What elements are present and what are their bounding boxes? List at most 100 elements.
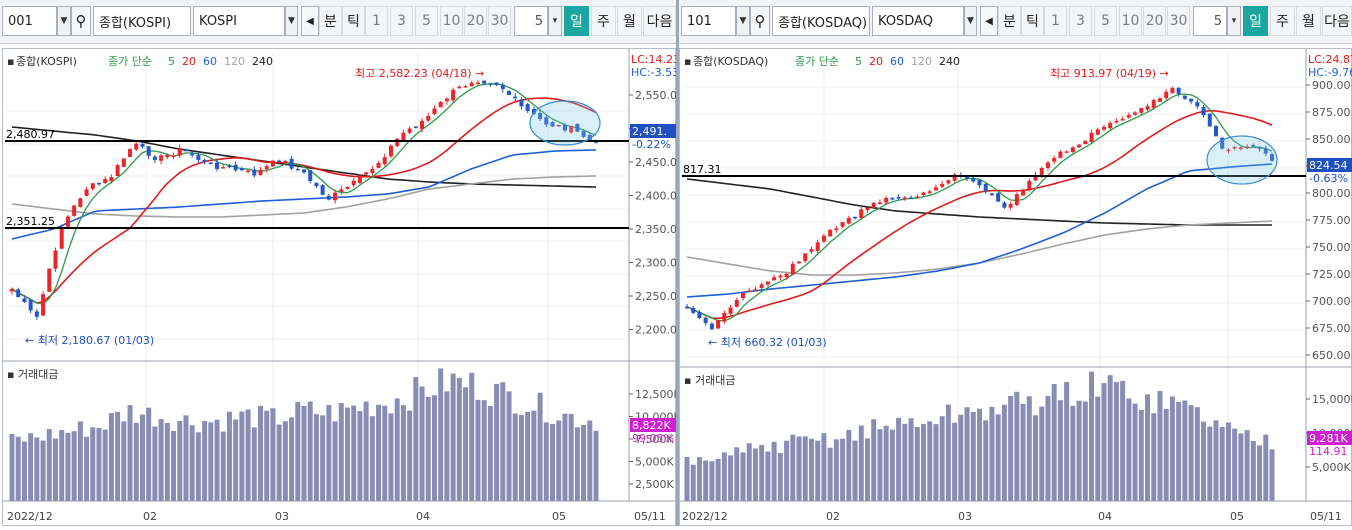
- candle-body: [370, 168, 375, 173]
- cycle-dropdown-icon[interactable]: ▾: [548, 6, 562, 36]
- y-tick-label: 725.00: [1312, 268, 1351, 281]
- mode-week-button[interactable]: 주: [1270, 6, 1295, 36]
- period-20-button[interactable]: 20: [1143, 6, 1166, 36]
- period-10-button[interactable]: 10: [440, 6, 463, 36]
- volume-bar: [195, 432, 201, 501]
- search-icon[interactable]: ⚲: [750, 6, 770, 36]
- period-5-button[interactable]: 5: [1094, 6, 1117, 36]
- candle-body: [1164, 91, 1169, 99]
- code-dropdown-icon[interactable]: ▼: [736, 6, 750, 36]
- volume-bar: [858, 425, 864, 501]
- candle-body: [252, 169, 257, 176]
- candle-body: [134, 143, 139, 150]
- candle-body: [685, 306, 689, 309]
- mode-day-button[interactable]: 일: [564, 6, 589, 36]
- volume-bar: [871, 419, 877, 501]
- code-input[interactable]: 001: [2, 6, 57, 36]
- period-tick-button[interactable]: 틱: [1021, 6, 1044, 36]
- volume-bar: [790, 434, 796, 501]
- volume-bar: [920, 424, 926, 501]
- period-minute-button[interactable]: 분: [998, 6, 1021, 36]
- x-tick-label: 05/11: [1310, 510, 1342, 523]
- next-button[interactable]: 다음: [643, 6, 676, 36]
- volume-bar: [270, 408, 276, 501]
- volume-bar: [158, 419, 164, 501]
- index-select[interactable]: KOSPI: [193, 6, 285, 36]
- code-input[interactable]: 101: [681, 6, 736, 36]
- pane-divider[interactable]: [676, 0, 679, 526]
- period-3-button[interactable]: 3: [1069, 6, 1092, 36]
- prev-arrow-icon[interactable]: ◀: [980, 6, 998, 36]
- volume-bar: [307, 401, 313, 501]
- volume-bar: [127, 405, 133, 501]
- period-minute-button[interactable]: 분: [319, 6, 342, 36]
- index-select[interactable]: KOSDAQ: [872, 6, 964, 36]
- candle-body: [562, 124, 567, 131]
- period-1-button[interactable]: 1: [365, 6, 388, 36]
- candle-body: [10, 288, 14, 292]
- kospi-price-chart[interactable]: ▪ 종합(KOSPI) 종가 단순 5 20 60 120 240 LC:14.23HC:-3.…: [3, 49, 684, 527]
- volume-bar: [1169, 396, 1175, 501]
- high-marker-label: 최고 913.97 (04/19) →: [1050, 67, 1169, 80]
- volume-bar: [202, 421, 208, 501]
- x-tick-label: 03: [958, 510, 972, 523]
- index-dropdown-icon[interactable]: ▼: [964, 6, 977, 36]
- candle-body: [691, 307, 696, 313]
- legend-indicator: 종가 단순: [108, 55, 152, 68]
- period-1-button[interactable]: 1: [1044, 6, 1067, 36]
- period-5-button[interactable]: 5: [415, 6, 438, 36]
- kosdaq-price-chart[interactable]: ▪종합(KOSDAQ) 종가 단순 5 20 60 120 240 LC:24.87HC:-9…: [680, 49, 1352, 527]
- period-30-button[interactable]: 30: [488, 6, 511, 36]
- period-20-button[interactable]: 20: [464, 6, 487, 36]
- candle-body: [500, 84, 505, 90]
- mode-month-button[interactable]: 월: [617, 6, 642, 36]
- candle-body: [1201, 106, 1206, 116]
- cycle-input[interactable]: 5: [1193, 6, 1227, 36]
- candle-body: [65, 216, 70, 227]
- mode-day-button[interactable]: 일: [1243, 6, 1268, 36]
- mode-week-button[interactable]: 주: [591, 6, 616, 36]
- volume-bar: [734, 447, 740, 501]
- candle-body: [697, 312, 702, 318]
- candle-body: [190, 153, 195, 156]
- volume-bar: [562, 413, 568, 501]
- x-tick-label: 05: [552, 510, 566, 523]
- period-tick-button[interactable]: 틱: [342, 6, 365, 36]
- next-button[interactable]: 다음: [1322, 6, 1352, 36]
- period-3-button[interactable]: 3: [390, 6, 413, 36]
- cycle-input[interactable]: 5: [514, 6, 548, 36]
- candle-body: [171, 155, 176, 157]
- volume-bar: [1225, 422, 1231, 501]
- code-dropdown-icon[interactable]: ▼: [57, 6, 71, 36]
- candle-body: [407, 128, 412, 133]
- candle-body: [765, 281, 770, 285]
- candle-body: [952, 174, 957, 181]
- candle-body: [1133, 112, 1138, 115]
- volume-bar: [808, 438, 814, 501]
- candle-body: [1157, 98, 1162, 102]
- candle-body: [1226, 149, 1231, 152]
- search-icon[interactable]: ⚲: [71, 6, 91, 36]
- candle-body: [709, 323, 714, 330]
- volume-bar: [883, 425, 889, 501]
- volume-bar: [226, 411, 232, 501]
- candle-body: [759, 284, 764, 288]
- candle-body: [544, 117, 549, 125]
- volume-bar: [506, 391, 512, 501]
- period-30-button[interactable]: 30: [1167, 6, 1190, 36]
- period-10-button[interactable]: 10: [1119, 6, 1142, 36]
- candle-body: [457, 86, 462, 89]
- volume-bar: [388, 413, 394, 501]
- candle-body: [1077, 144, 1082, 148]
- high-marker-label: 최고 2,582.23 (04/18) →: [355, 67, 484, 80]
- cycle-dropdown-icon[interactable]: ▾: [1227, 6, 1241, 36]
- y-tick-label: 750.00: [1312, 241, 1351, 254]
- candle-body: [283, 160, 288, 163]
- ma5-line: [11, 83, 597, 305]
- prev-arrow-icon[interactable]: ◀: [301, 6, 319, 36]
- candle-body: [1045, 162, 1050, 168]
- index-dropdown-icon[interactable]: ▼: [285, 6, 298, 36]
- volume-bar: [494, 383, 500, 501]
- mode-month-button[interactable]: 월: [1296, 6, 1321, 36]
- candle-body: [569, 125, 574, 133]
